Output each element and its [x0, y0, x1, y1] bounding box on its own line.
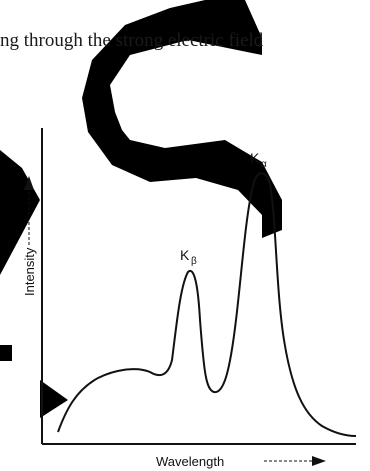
peak-alpha-k: K — [250, 150, 260, 166]
watermark-s-shape — [82, 0, 282, 238]
peak-beta-label: K β — [180, 247, 197, 267]
peak-beta-sub: β — [191, 256, 197, 267]
watermark-left-triangle — [0, 150, 40, 275]
y-axis-arrowhead — [24, 176, 34, 190]
watermark-bottom-triangle — [40, 380, 68, 418]
watermark-left-bar — [0, 345, 12, 361]
x-axis-label: Wavelength — [156, 454, 224, 469]
peak-alpha-label: K α — [250, 150, 267, 170]
y-axis-label: Intensity — [22, 247, 37, 296]
peak-beta-k: K — [180, 247, 190, 263]
body-text-line: ng through the strong electric field — [0, 30, 264, 51]
spectrum-curve — [57, 172, 357, 437]
x-axis-arrowhead — [312, 456, 326, 466]
peak-alpha-sub: α — [261, 159, 267, 170]
